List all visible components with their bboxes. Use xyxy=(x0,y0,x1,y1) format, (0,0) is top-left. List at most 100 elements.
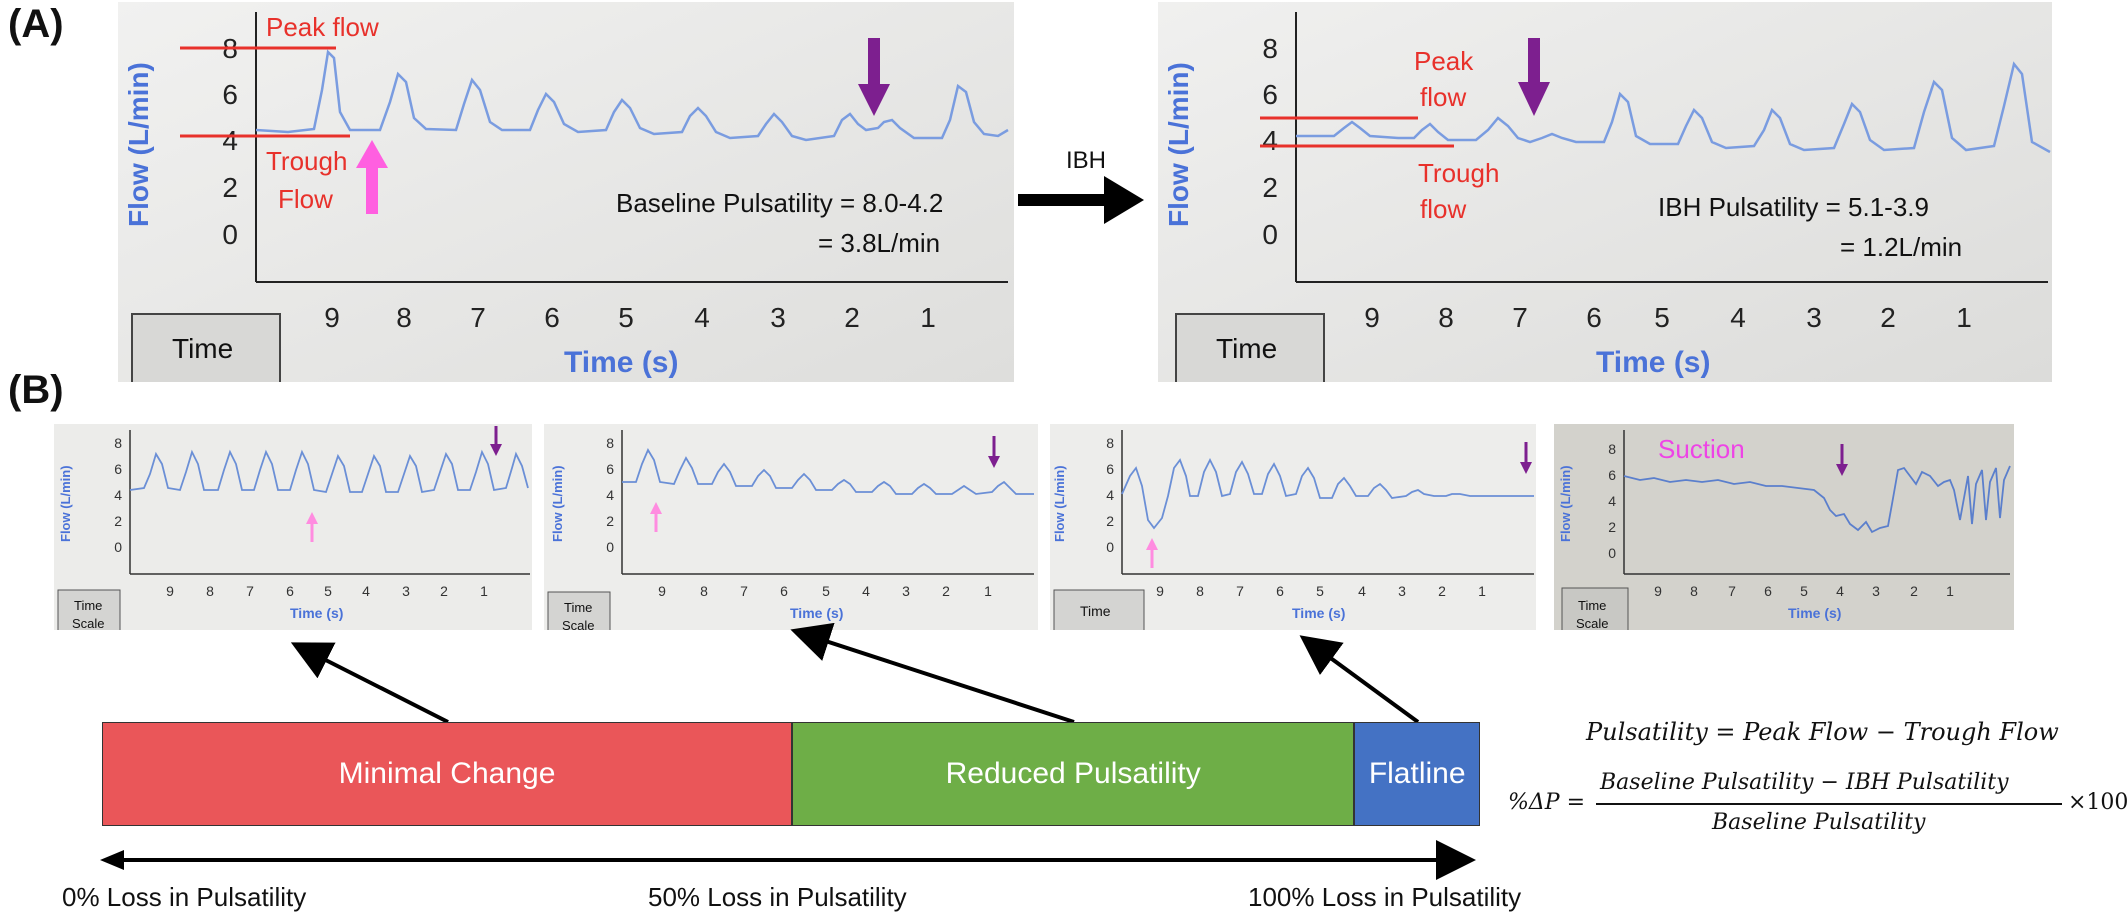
x-tick-label: 6 xyxy=(1764,583,1772,599)
y-tick-label: 4 xyxy=(1106,487,1114,503)
baseline-monitor-photo: 8 6 4 2 0 Flow (L/min) 9 8 7 6 5 4 3 2 1… xyxy=(118,2,1014,382)
scale-tick-0-percent: 0% Loss in Pulsatility xyxy=(62,882,307,912)
panel-a-label: (A) xyxy=(8,2,64,46)
y-tick-label: 4 xyxy=(1262,125,1278,156)
ibh-monitor-photo: 8 6 4 2 0 Flow (L/min) 9 8 7 6 5 4 3 2 1… xyxy=(1158,2,2052,382)
segment-minimal-change: Minimal Change xyxy=(102,722,792,826)
y-tick-label: 6 xyxy=(1106,461,1114,477)
flow-waveform xyxy=(1296,61,2051,154)
x-tick-label: 1 xyxy=(1478,583,1486,599)
peak-marker-arrow xyxy=(1520,442,1532,474)
flow-waveform xyxy=(622,448,1034,495)
x-tick-label: 8 xyxy=(700,583,708,599)
x-tick-label: 1 xyxy=(1946,583,1954,599)
y-tick-label: 6 xyxy=(606,461,614,477)
y-tick-label: 8 xyxy=(606,435,614,451)
suction-label: Suction xyxy=(1658,434,1745,464)
x-tick-label: 7 xyxy=(740,583,748,599)
x-tick-label: 5 xyxy=(1654,302,1670,333)
x-tick-label: 3 xyxy=(1806,302,1822,333)
y-axis-label: Flow (L/min) xyxy=(1558,465,1573,542)
trough-flow-label-line1: Trough xyxy=(266,146,347,176)
y-axis-label: Flow (L/min) xyxy=(550,465,565,542)
x-tick-label: 7 xyxy=(1236,583,1244,599)
y-tick-label: 0 xyxy=(114,539,122,555)
thumbnail-minimal-change: 8 6 4 2 0 Flow (L/min) 9 8 7 6 5 4 3 2 1… xyxy=(54,424,532,630)
y-axis-label: Flow (L/min) xyxy=(1052,465,1067,542)
ibh-pulsatility-line1: IBH Pulsatility = 5.1-3.9 xyxy=(1658,192,1929,222)
trough-marker-arrow xyxy=(306,512,318,542)
flow-waveform xyxy=(129,449,529,494)
segment-minimal-change-label: Minimal Change xyxy=(338,757,556,790)
percent-change-multiplier: ×100 xyxy=(2068,790,2128,815)
x-tick-label: 5 xyxy=(822,583,830,599)
x-tick-label: 1 xyxy=(984,583,992,599)
x-tick-label: 1 xyxy=(920,302,936,333)
x-tick-label: 5 xyxy=(1316,583,1324,599)
trough-marker-arrow xyxy=(650,502,662,532)
x-tick-label: 4 xyxy=(1730,302,1746,333)
time-scale-button[interactable] xyxy=(1561,587,1629,630)
x-tick-label: 3 xyxy=(1398,583,1406,599)
pulsatility-definition-formula: Pulsatility = Peak Flow − Trough Flow xyxy=(1586,718,2059,746)
flow-waveform xyxy=(1623,465,2011,534)
time-scale-button[interactable] xyxy=(1175,313,1325,382)
peak-marker-arrow xyxy=(1518,38,1550,116)
x-tick-label: 4 xyxy=(1836,583,1844,599)
y-tick-label: 6 xyxy=(1608,467,1616,483)
y-tick-label: 0 xyxy=(1262,219,1278,250)
y-axis-label: Flow (L/min) xyxy=(123,62,154,227)
trough-flow-label-line2: Flow xyxy=(278,184,333,214)
peak-marker-arrow xyxy=(988,436,1000,468)
peak-flow-label-line2: flow xyxy=(1420,82,1466,112)
peak-flow-label: Peak flow xyxy=(266,12,379,42)
y-tick-label: 4 xyxy=(114,487,122,503)
segment-reduced-pulsatility-label: Reduced Pulsatility xyxy=(945,757,1201,790)
time-scale-button[interactable] xyxy=(547,591,611,630)
time-scale-button[interactable] xyxy=(57,589,121,630)
time-scale-button[interactable] xyxy=(131,313,281,382)
scale-axis-arrow-left-head xyxy=(100,850,124,870)
trough-marker-arrow xyxy=(356,140,388,214)
scale-tick-100-percent: 100% Loss in Pulsatility xyxy=(1248,882,1522,912)
y-tick-label: 2 xyxy=(1106,513,1114,529)
y-axis-label: Flow (L/min) xyxy=(58,465,73,542)
fraction-bar xyxy=(1596,803,2062,805)
x-tick-label: 4 xyxy=(1358,583,1366,599)
x-axis-label: Time (s) xyxy=(790,605,843,621)
y-tick-label: 2 xyxy=(222,172,238,203)
x-tick-label: 6 xyxy=(1586,302,1602,333)
segment-flatline-label: Flatline xyxy=(1368,757,1466,790)
x-tick-label: 5 xyxy=(324,583,332,599)
peak-flow-label-line1: Peak xyxy=(1414,46,1474,76)
x-tick-label: 5 xyxy=(618,302,634,333)
trough-flow-label-line2: flow xyxy=(1420,194,1466,224)
time-scale-button-label: Time xyxy=(1578,598,1606,613)
x-tick-label: 8 xyxy=(1196,583,1204,599)
ibh-transition-arrow: IBH xyxy=(1018,147,1144,224)
y-tick-label: 6 xyxy=(222,79,238,110)
x-tick-label: 7 xyxy=(1512,302,1528,333)
y-tick-label: 8 xyxy=(1262,33,1278,64)
panel-b-label: (B) xyxy=(8,368,64,412)
x-tick-label: 7 xyxy=(470,302,486,333)
x-tick-label: 4 xyxy=(694,302,710,333)
connector-minimal-change xyxy=(290,642,449,724)
connector-reduced-pulsatility xyxy=(790,622,1075,724)
ibh-label: IBH xyxy=(1066,147,1106,174)
x-tick-label: 6 xyxy=(544,302,560,333)
flow-waveform xyxy=(255,49,1009,142)
x-tick-label: 7 xyxy=(1728,583,1736,599)
x-tick-label: 8 xyxy=(1690,583,1698,599)
time-scale-button[interactable] xyxy=(1053,589,1145,630)
x-tick-label: 9 xyxy=(1364,302,1380,333)
x-tick-label: 4 xyxy=(362,583,370,599)
scale-tick-50-percent: 50% Loss in Pulsatility xyxy=(648,882,907,912)
x-tick-label: 3 xyxy=(402,583,410,599)
x-tick-label: 1 xyxy=(1956,302,1972,333)
y-tick-label: 0 xyxy=(1608,545,1616,561)
x-axis-label: Time (s) xyxy=(1292,605,1345,621)
segment-reduced-pulsatility: Reduced Pulsatility xyxy=(792,722,1355,826)
connector-flatline xyxy=(1299,635,1420,724)
